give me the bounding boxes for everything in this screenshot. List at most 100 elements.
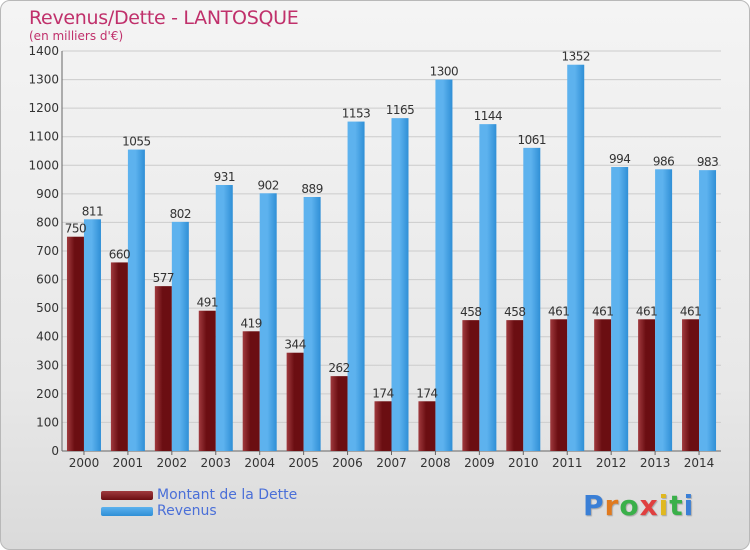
revenue-bar <box>83 219 101 451</box>
debt-value-label: 419 <box>240 316 261 330</box>
revenue-value-label: 802 <box>170 207 191 221</box>
revenue-bar <box>567 64 585 451</box>
revenue-value-label: 1165 <box>386 103 415 117</box>
debt-value-label: 461 <box>680 304 701 318</box>
y-tick-label: 300 <box>36 358 59 372</box>
revenue-value-label: 986 <box>653 154 674 168</box>
debt-bar <box>682 319 700 451</box>
revenue-value-label: 811 <box>82 204 103 218</box>
bars <box>66 64 717 452</box>
revenue-value-label: 1144 <box>474 109 503 123</box>
revenue-bar <box>171 221 189 451</box>
y-tick-label: 1000 <box>28 158 59 172</box>
y-tick-label: 500 <box>36 301 59 315</box>
x-tick-label: 2001 <box>113 456 144 470</box>
debt-bar <box>462 320 480 451</box>
x-tick-label: 2009 <box>464 456 495 470</box>
revenue-value-label: 902 <box>257 178 278 192</box>
chart-title: Revenus/Dette - LANTOSQUE <box>29 7 299 29</box>
revenue-bar <box>611 167 629 451</box>
y-tick-label: 700 <box>36 244 59 258</box>
debt-value-label: 461 <box>592 304 613 318</box>
legend-label-debt: Montant de la Dette <box>157 487 298 503</box>
revenue-bar <box>699 170 717 451</box>
revenue-value-label: 983 <box>697 155 718 169</box>
debt-bar <box>418 401 436 451</box>
debt-bar <box>550 319 568 451</box>
y-tick-label: 0 <box>51 444 59 458</box>
y-tick-label: 1200 <box>28 101 59 115</box>
debt-bar <box>286 352 304 451</box>
x-tick-label: 2011 <box>552 456 583 470</box>
x-tick-label: 2005 <box>288 456 319 470</box>
y-tick-label: 600 <box>36 273 59 287</box>
y-tick-label: 1400 <box>28 44 59 58</box>
revenue-value-label: 1061 <box>518 133 547 147</box>
revenue-bar <box>479 124 497 452</box>
debt-value-label: 461 <box>548 304 569 318</box>
legend-label-revenue: Revenus <box>157 503 217 519</box>
debt-bar <box>110 262 128 451</box>
revenue-bar <box>303 197 321 451</box>
revenue-bar <box>655 169 673 452</box>
debt-bar <box>594 319 612 451</box>
debt-value-label: 344 <box>284 338 305 352</box>
revenue-bar <box>435 79 453 452</box>
revenue-bar <box>347 121 365 452</box>
revenue-bar <box>127 149 145 452</box>
debt-value-label: 750 <box>65 222 86 236</box>
debt-value-label: 577 <box>153 271 174 285</box>
debt-value-label: 174 <box>416 386 437 400</box>
revenue-bar <box>259 193 277 452</box>
data-labels: 750 811 660 1055 577 802 491 931 419 902 344 889 262… <box>65 50 719 401</box>
revenue-value-label: 889 <box>301 182 322 196</box>
debt-bar <box>66 236 84 451</box>
debt-bar <box>506 320 524 451</box>
x-tick-label: 2008 <box>420 456 451 470</box>
revenue-value-label: 1300 <box>430 65 459 79</box>
y-tick-label: 1100 <box>28 130 59 144</box>
debt-bar <box>638 319 656 451</box>
y-tick-label: 400 <box>36 330 59 344</box>
debt-value-label: 458 <box>504 305 525 319</box>
debt-bar <box>154 286 172 451</box>
debt-value-label: 461 <box>636 304 657 318</box>
x-tick-label: 2007 <box>376 456 407 470</box>
y-tick-label: 900 <box>36 187 59 201</box>
x-tick-label: 2010 <box>508 456 539 470</box>
x-tick-label: 2012 <box>596 456 627 470</box>
revenue-value-label: 931 <box>214 170 235 184</box>
revenue-bar <box>391 118 409 452</box>
chart-subtitle: (en milliers d'€) <box>29 29 124 43</box>
proxiti-logo-icon: Proxiti <box>583 489 695 522</box>
x-tick-label: 2006 <box>332 456 363 470</box>
x-tick-label: 2002 <box>157 456 188 470</box>
debt-bar <box>198 310 216 451</box>
y-tick-label: 800 <box>36 215 59 229</box>
debt-bar <box>242 331 260 451</box>
debt-value-label: 660 <box>109 247 130 261</box>
y-tick-label: 1300 <box>28 73 59 87</box>
x-tick-label: 2000 <box>69 456 100 470</box>
revenue-value-label: 1153 <box>342 107 371 121</box>
revenue-value-label: 1352 <box>561 50 590 64</box>
x-tick-label: 2004 <box>244 456 275 470</box>
y-tick-label: 100 <box>36 415 59 429</box>
blue-swatch-icon <box>101 507 153 516</box>
revenue-value-label: 994 <box>609 152 630 166</box>
debt-value-label: 174 <box>372 386 393 400</box>
debt-value-label: 491 <box>197 296 218 310</box>
x-tick-label: 2014 <box>684 456 715 470</box>
debt-value-label: 458 <box>460 305 481 319</box>
x-tick-label: 2003 <box>200 456 231 470</box>
axes: 0 100 200 300 400 500 600 700 800 900 1000 1100 1200… <box>28 44 721 470</box>
x-tick-label: 2013 <box>640 456 671 470</box>
revenue-value-label: 1055 <box>122 135 151 149</box>
y-tick-label: 200 <box>36 387 59 401</box>
debt-value-label: 262 <box>328 361 349 375</box>
dark-red-swatch-icon <box>101 491 153 500</box>
revenue-bar <box>215 185 233 451</box>
revenue-bar <box>523 147 541 451</box>
